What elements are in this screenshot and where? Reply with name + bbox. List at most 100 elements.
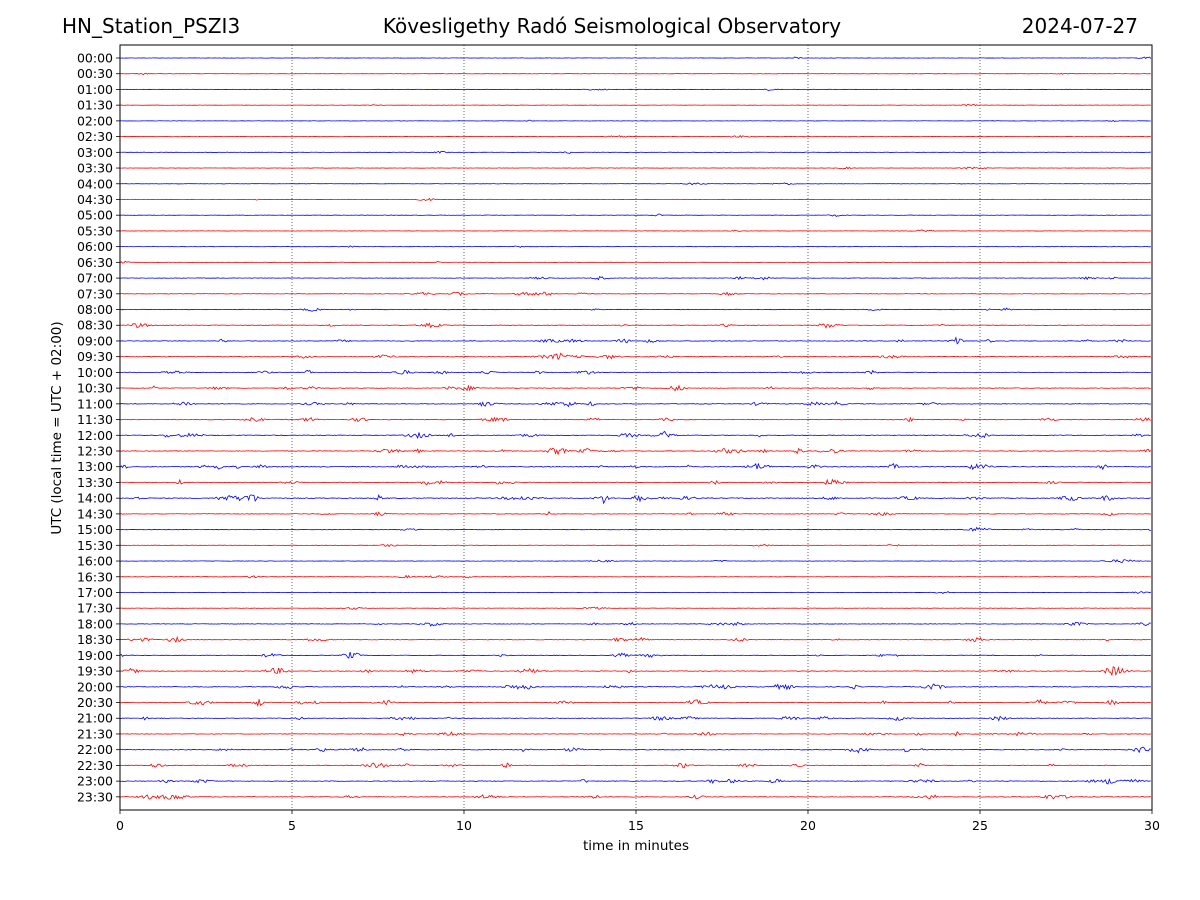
seismic-trace xyxy=(119,275,1151,281)
y-tick-label: 11:30 xyxy=(77,412,113,427)
seismic-trace xyxy=(119,400,1151,408)
y-tick-label: 11:00 xyxy=(77,396,113,411)
chart-date: 2024-07-27 xyxy=(1021,14,1138,38)
y-tick-label: 13:30 xyxy=(77,475,113,490)
y-tick-label: 23:00 xyxy=(77,774,113,789)
seismic-trace xyxy=(119,322,1151,329)
seismic-trace xyxy=(119,352,1152,361)
y-tick-label: 13:00 xyxy=(77,459,113,474)
seismic-trace xyxy=(119,591,1152,595)
seismic-trace xyxy=(119,478,1151,486)
seismic-trace xyxy=(119,384,1151,392)
x-tick-label: 10 xyxy=(456,818,472,833)
y-tick-label: 12:00 xyxy=(77,428,113,443)
seismic-trace xyxy=(119,103,1151,107)
seismic-trace xyxy=(119,731,1151,737)
y-tick-label: 17:30 xyxy=(77,601,113,616)
seismic-trace xyxy=(119,56,1152,60)
y-tick-label: 22:30 xyxy=(77,758,113,773)
x-axis-label: time in minutes xyxy=(582,838,690,854)
y-tick-label: 20:00 xyxy=(77,679,113,694)
seismic-trace xyxy=(120,166,1151,170)
y-tick-label: 12:30 xyxy=(77,444,113,459)
y-tick-label: 16:00 xyxy=(77,554,113,569)
y-tick-label: 15:30 xyxy=(77,538,113,553)
seismic-trace xyxy=(119,699,1152,708)
chart-title: Kövesligethy Radó Seismological Observat… xyxy=(382,14,842,38)
y-tick-label: 01:30 xyxy=(77,98,113,113)
seismic-trace xyxy=(119,621,1152,627)
seismic-trace xyxy=(120,134,1151,138)
x-tick-label: 20 xyxy=(800,818,816,833)
y-tick-label: 16:30 xyxy=(77,569,113,584)
seismic-trace xyxy=(119,336,1151,345)
y-tick-label: 04:30 xyxy=(77,192,113,207)
y-tick-label: 03:30 xyxy=(77,161,113,176)
seismic-trace xyxy=(119,447,1152,456)
y-tick-label: 07:00 xyxy=(77,271,113,286)
seismic-trace xyxy=(119,574,1151,579)
station-name: HN_Station_PSZI3 xyxy=(62,14,241,38)
seismic-trace xyxy=(119,526,1152,532)
seismic-trace xyxy=(119,651,1152,659)
seismic-trace xyxy=(119,197,1151,202)
y-tick-label: 02:30 xyxy=(77,129,113,144)
seismic-trace xyxy=(119,291,1151,297)
seismic-trace xyxy=(119,606,1151,610)
y-tick-label: 05:30 xyxy=(77,223,113,238)
seismic-trace xyxy=(119,213,1151,218)
y-tick-label: 21:00 xyxy=(77,711,113,726)
y-tick-label: 14:30 xyxy=(77,506,113,521)
seismic-trace xyxy=(119,510,1151,517)
seismic-trace xyxy=(119,119,1151,123)
y-tick-label: 17:00 xyxy=(77,585,113,600)
seismic-trace xyxy=(119,72,1151,76)
y-tick-label: 18:00 xyxy=(77,616,113,631)
y-tick-label: 08:30 xyxy=(77,318,113,333)
seismic-trace xyxy=(119,416,1152,423)
seismic-trace xyxy=(119,544,1151,548)
seismic-trace xyxy=(119,493,1151,505)
y-tick-label: 02:00 xyxy=(77,113,113,128)
y-tick-label: 10:30 xyxy=(77,381,113,396)
seismic-trace xyxy=(120,229,1151,232)
seismic-trace xyxy=(119,559,1151,563)
x-tick-label: 15 xyxy=(628,818,644,833)
y-tick-label: 18:30 xyxy=(77,632,113,647)
y-tick-label: 22:00 xyxy=(77,742,113,757)
seismic-trace xyxy=(119,182,1151,186)
seismic-trace xyxy=(119,245,1151,248)
seismic-trace xyxy=(119,777,1151,785)
seismic-trace xyxy=(119,462,1152,471)
seismic-trace xyxy=(119,369,1151,375)
seismic-trace xyxy=(119,307,1151,312)
y-tick-label: 00:00 xyxy=(77,51,113,66)
y-tick-label: 09:30 xyxy=(77,349,113,364)
y-tick-label: 05:00 xyxy=(77,208,113,223)
y-tick-label: 14:00 xyxy=(77,491,113,506)
x-tick-label: 30 xyxy=(1144,818,1160,833)
y-axis-label: UTC (local time = UTC + 02:00) xyxy=(49,321,65,535)
seismic-trace xyxy=(119,762,1151,769)
seismic-trace xyxy=(119,150,1151,154)
seismic-trace xyxy=(119,794,1151,800)
seismic-trace xyxy=(119,683,1151,691)
x-tick-label: 5 xyxy=(288,818,296,833)
seismic-trace xyxy=(119,746,1151,754)
y-tick-label: 10:00 xyxy=(77,365,113,380)
seismic-trace xyxy=(119,666,1152,677)
y-tick-label: 15:00 xyxy=(77,522,113,537)
y-tick-label: 07:30 xyxy=(77,286,113,301)
seismic-trace xyxy=(119,260,1151,264)
y-tick-label: 19:00 xyxy=(77,648,113,663)
y-tick-label: 09:00 xyxy=(77,333,113,348)
y-tick-label: 21:30 xyxy=(77,726,113,741)
y-tick-label: 00:30 xyxy=(77,66,113,81)
y-tick-label: 03:00 xyxy=(77,145,113,160)
seismic-trace xyxy=(119,715,1151,722)
y-tick-label: 08:00 xyxy=(77,302,113,317)
x-tick-label: 0 xyxy=(116,818,124,833)
y-tick-label: 06:30 xyxy=(77,255,113,270)
y-tick-label: 01:00 xyxy=(77,82,113,97)
